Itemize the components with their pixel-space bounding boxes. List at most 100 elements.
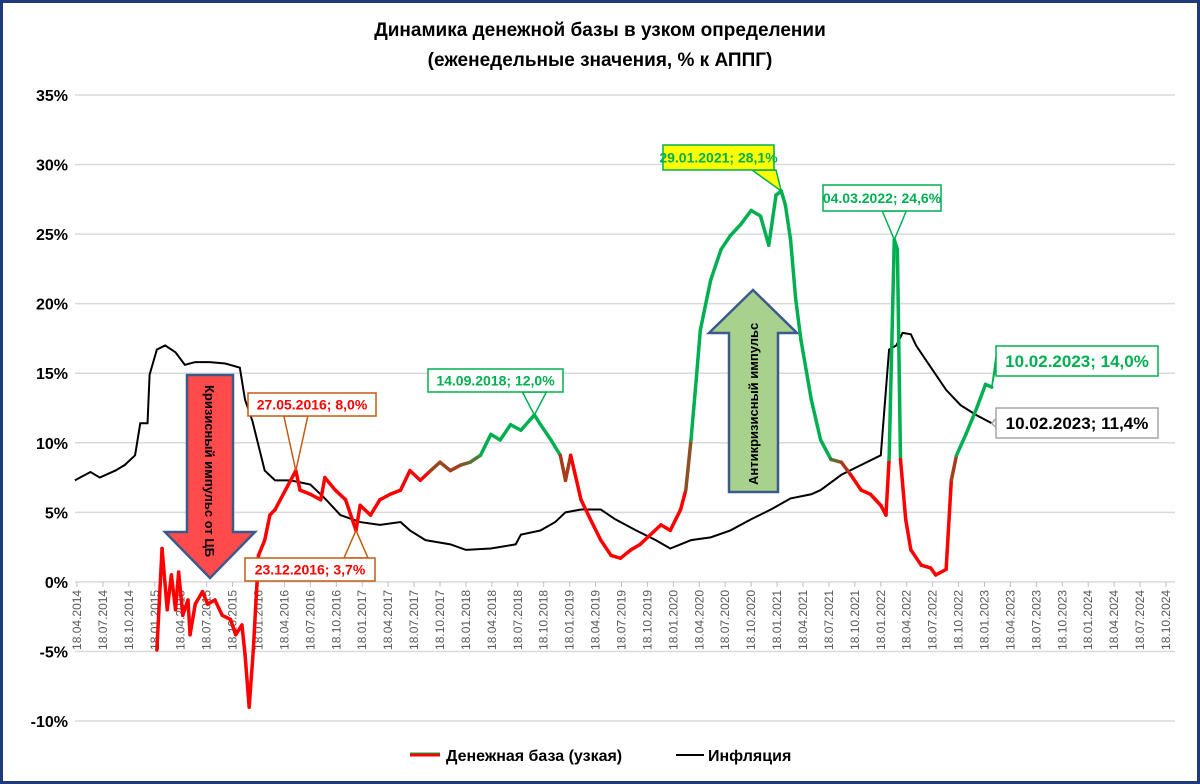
legend-label-money-base: Денежная база (узкая)	[446, 748, 622, 765]
annotation-callout: 14.09.2018; 12,0%	[427, 368, 564, 417]
x-tick-label: 18.10.2014	[122, 590, 136, 650]
money-base-segment	[308, 492, 323, 502]
money-base-segment	[599, 538, 613, 558]
money-base-segment	[809, 397, 823, 442]
x-tick-label: 18.01.2018	[459, 590, 473, 650]
money-base-segment	[829, 457, 844, 465]
x-tick-label: 18.04.2022	[900, 590, 914, 650]
money-base-segment	[408, 468, 423, 483]
crisis-arrow-label: Кризисный импульс от ЦБ	[202, 385, 217, 557]
x-tick-label: 18.10.2023	[1055, 590, 1069, 650]
anticrisis-arrow-label: Антикризисный импульс	[746, 323, 761, 485]
money-base-segment	[428, 460, 442, 473]
y-tick-label: 20%	[36, 297, 68, 314]
x-tick-label: 18.04.2016	[277, 590, 291, 650]
money-base-segment	[438, 460, 453, 473]
money-base-segment	[368, 498, 382, 517]
money-base-segment	[728, 222, 743, 238]
money-base-segment	[974, 382, 988, 412]
y-tick-label: 0%	[45, 575, 68, 592]
money-base-segment	[532, 413, 543, 427]
callout-label: 10.02.2023; 11,4%	[1006, 414, 1149, 433]
annotation-callout: 10.02.2023; 11,4%	[990, 407, 1159, 439]
money-base-segment	[739, 208, 753, 227]
money-base-segment	[563, 453, 573, 483]
x-tick-label: 18.07.2018	[511, 590, 525, 650]
money-base-segment	[247, 648, 256, 709]
money-base-segment	[568, 453, 583, 502]
money-base-segment	[294, 468, 302, 492]
callout-label: 04.03.2022; 24,6%	[823, 190, 942, 206]
money-base-segment	[884, 457, 891, 517]
money-base-segment	[694, 328, 703, 382]
x-tick-label: 18.10.2018	[537, 590, 551, 650]
x-tick-label: 18.10.2017	[433, 590, 447, 650]
money-base-segment	[579, 498, 593, 522]
x-tick-label: 18.07.2021	[822, 590, 836, 650]
money-base-segment	[678, 488, 688, 512]
callout-label: 23.12.2016; 3,7%	[255, 562, 366, 578]
money-base-segment	[949, 453, 959, 483]
money-base-segment	[489, 432, 502, 442]
x-tick-label: 18.04.2023	[1003, 590, 1017, 650]
y-tick-label: -10%	[31, 714, 68, 731]
money-base-segment	[213, 598, 224, 618]
callout-pointer	[881, 210, 908, 242]
money-base-segment	[538, 422, 553, 442]
y-tick-label: 15%	[36, 366, 68, 383]
money-base-segment	[333, 488, 348, 502]
money-base-segment	[588, 517, 603, 542]
money-base-segment	[793, 297, 803, 342]
anticrisis-up-arrow	[705, 288, 801, 494]
callout-pointer	[342, 528, 370, 559]
money-base-segment	[200, 589, 210, 606]
money-base-segment	[388, 488, 403, 496]
x-tick-label: 18.01.2021	[770, 590, 784, 650]
x-tick-label: 18.01.2022	[874, 590, 888, 650]
money-base-segment	[618, 548, 633, 560]
money-base-segment	[719, 233, 733, 252]
legend-label-inflation: Инфляция	[708, 748, 791, 765]
crisis-down-arrow	[162, 373, 258, 580]
money-base-segment	[262, 513, 272, 542]
x-tick-label: 18.10.2019	[640, 590, 654, 650]
x-tick-label: 18.07.2024	[1133, 590, 1147, 650]
money-base-segment	[378, 492, 392, 502]
money-base-segment	[448, 463, 463, 473]
annotation-callout: 04.03.2022; 24,6%	[822, 184, 942, 242]
money-base-segment	[839, 460, 853, 477]
x-tick-label: 18.01.2020	[666, 590, 680, 650]
money-base-segment	[468, 453, 483, 465]
money-base-segment	[898, 457, 908, 522]
x-tick-label: 18.07.2017	[407, 590, 421, 650]
money-base-segment	[155, 546, 164, 652]
money-base-segment	[160, 546, 169, 612]
x-tick-label: 18.10.2024	[1159, 590, 1173, 650]
callout-box	[247, 392, 377, 417]
money-base-segment	[323, 475, 337, 492]
callout-box	[244, 557, 376, 582]
x-tick-label: 18.07.2023	[1029, 590, 1043, 650]
money-base-segment	[519, 413, 537, 433]
x-tick-label: 18.04.2021	[796, 590, 810, 650]
inflation-line	[74, 331, 993, 551]
x-tick-label: 18.01.2023	[978, 590, 992, 650]
y-tick-label: 10%	[36, 436, 68, 453]
y-tick-label: 25%	[36, 227, 68, 244]
money-base-segment	[909, 548, 923, 567]
callout-box	[822, 184, 942, 212]
annotation-callout: 10.02.2023; 14,0%	[991, 345, 1159, 388]
money-base-segment	[343, 498, 358, 533]
money-base-segment	[903, 517, 913, 552]
money-base-segment	[629, 542, 642, 552]
y-tick-label: 5%	[45, 505, 68, 522]
money-base-segment	[176, 570, 185, 618]
chart-title: Динамика денежной базы в узком определен…	[374, 20, 826, 41]
x-tick-label: 18.07.2014	[96, 590, 110, 650]
chart-subtitle: (еженедельные значения, % к АППГ)	[428, 50, 773, 71]
money-base-segment	[498, 422, 513, 442]
x-tick-label: 18.10.2020	[744, 590, 758, 650]
money-base-segment	[783, 203, 793, 242]
money-base-segment	[868, 492, 883, 508]
